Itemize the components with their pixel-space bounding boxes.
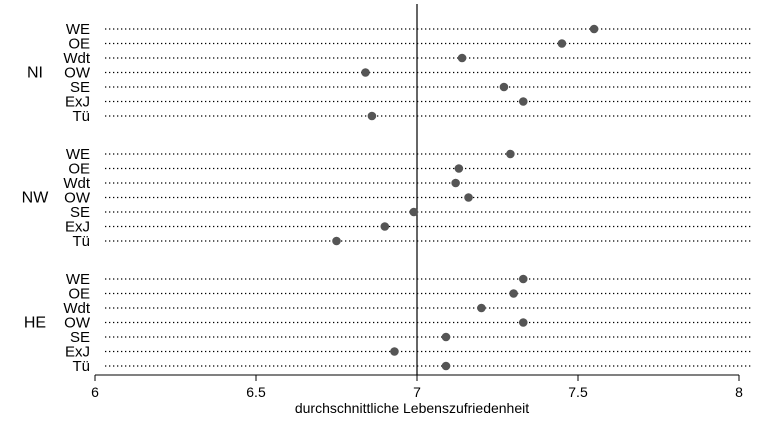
- row-labels: WEOEWdtOWSEExJTüWEOEWdtOWSEExJTüWEOEWdtO…: [63, 21, 91, 375]
- row-label: Wdt: [63, 175, 91, 192]
- data-point: [367, 111, 377, 121]
- x-axis-title: durchschnittliche Lebenszufriedenheit: [295, 400, 529, 416]
- row-label: OE: [68, 286, 90, 303]
- x-tick-label: 8: [735, 384, 743, 400]
- row-label: ExJ: [65, 344, 90, 361]
- row-label: Tü: [72, 108, 90, 125]
- x-tick-label: 7.5: [568, 384, 588, 400]
- row-label: OE: [68, 161, 90, 178]
- data-point: [464, 193, 473, 202]
- data-point: [509, 289, 518, 298]
- row-label: OW: [64, 315, 91, 332]
- data-point: [499, 82, 509, 92]
- data-point: [518, 318, 528, 327]
- group-label: NW: [22, 190, 50, 207]
- row-label: ExJ: [65, 94, 90, 111]
- row-label: OW: [64, 190, 91, 207]
- row-label: Tü: [72, 233, 90, 250]
- row-label: OE: [68, 36, 90, 53]
- data-point: [518, 97, 528, 106]
- data-point: [409, 207, 419, 217]
- x-tick-label: 6.5: [246, 384, 266, 400]
- row-label: Wdt: [63, 50, 91, 67]
- data-point: [518, 274, 528, 284]
- row-label: WE: [66, 21, 90, 38]
- group-labels: NI NW HE: [22, 65, 50, 332]
- data-point: [457, 53, 467, 63]
- row-label: OW: [64, 65, 91, 82]
- x-tick-label: 6: [91, 384, 99, 400]
- data-point: [589, 24, 599, 34]
- x-ticks: 6 6.5 7 7.5 8: [91, 375, 743, 400]
- data-point: [477, 303, 486, 313]
- data-point: [441, 332, 451, 342]
- row-label: ExJ: [65, 219, 90, 236]
- data-point: [390, 347, 399, 356]
- data-point: [451, 178, 460, 188]
- data-point: [454, 164, 464, 173]
- axes: [95, 4, 739, 376]
- row-label: SE: [70, 329, 90, 346]
- row-label: SE: [70, 79, 90, 96]
- data-point: [380, 222, 390, 231]
- row-label: Tü: [72, 358, 90, 375]
- group-label: HE: [24, 315, 46, 332]
- data-point: [361, 68, 370, 77]
- x-tick-label: 7: [413, 384, 421, 400]
- row-label: WE: [66, 146, 90, 163]
- group-label: NI: [27, 65, 43, 82]
- gridlines: [105, 28, 751, 367]
- data-point: [441, 361, 451, 371]
- row-label: WE: [66, 271, 90, 288]
- data-point: [506, 149, 515, 159]
- row-label: SE: [70, 204, 90, 221]
- data-points: [332, 24, 599, 371]
- row-label: Wdt: [63, 300, 91, 317]
- data-point: [557, 39, 567, 48]
- data-point: [332, 236, 341, 246]
